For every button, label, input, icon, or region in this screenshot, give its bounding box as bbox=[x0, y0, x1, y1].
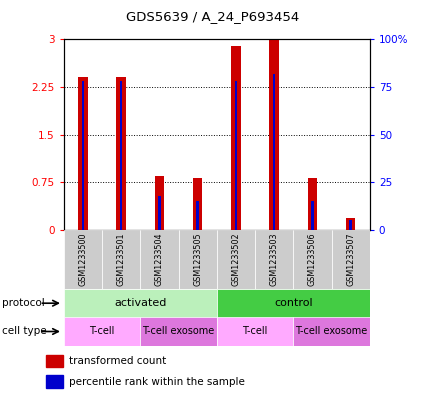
Bar bbox=[64, 289, 217, 318]
Bar bbox=[178, 230, 217, 289]
Bar bbox=[46, 355, 63, 367]
Bar bbox=[349, 220, 352, 230]
Text: GSM1233503: GSM1233503 bbox=[269, 233, 279, 286]
Bar bbox=[193, 178, 202, 230]
Bar bbox=[217, 289, 370, 318]
Text: GSM1233504: GSM1233504 bbox=[155, 233, 164, 286]
Bar bbox=[196, 201, 199, 230]
Text: GSM1233507: GSM1233507 bbox=[346, 233, 355, 286]
Text: transformed count: transformed count bbox=[69, 356, 166, 366]
Bar bbox=[346, 219, 355, 230]
Text: GSM1233502: GSM1233502 bbox=[231, 233, 241, 286]
Text: GSM1233500: GSM1233500 bbox=[78, 233, 88, 286]
Bar bbox=[155, 176, 164, 230]
Bar bbox=[64, 230, 102, 289]
Bar bbox=[217, 317, 293, 346]
Bar bbox=[255, 230, 293, 289]
Bar bbox=[140, 317, 217, 346]
Text: GSM1233506: GSM1233506 bbox=[308, 233, 317, 286]
Text: cell type: cell type bbox=[2, 327, 47, 336]
Bar bbox=[116, 77, 126, 230]
Bar bbox=[293, 230, 332, 289]
Bar bbox=[269, 39, 279, 230]
Text: GSM1233505: GSM1233505 bbox=[193, 233, 202, 286]
Bar bbox=[231, 46, 241, 230]
Bar bbox=[158, 196, 161, 230]
Bar bbox=[46, 375, 63, 388]
Text: percentile rank within the sample: percentile rank within the sample bbox=[69, 376, 244, 387]
Bar bbox=[78, 77, 88, 230]
Bar bbox=[120, 81, 122, 230]
Text: GSM1233501: GSM1233501 bbox=[116, 233, 126, 286]
Text: control: control bbox=[274, 298, 312, 308]
Text: T-cell: T-cell bbox=[89, 327, 115, 336]
Text: T-cell exosome: T-cell exosome bbox=[142, 327, 215, 336]
Bar bbox=[308, 178, 317, 230]
Text: activated: activated bbox=[114, 298, 167, 308]
Bar bbox=[64, 317, 140, 346]
Bar bbox=[273, 73, 275, 230]
Bar bbox=[311, 201, 314, 230]
Bar bbox=[293, 317, 370, 346]
Bar bbox=[235, 81, 237, 230]
Bar bbox=[217, 230, 255, 289]
Bar bbox=[332, 230, 370, 289]
Bar bbox=[102, 230, 140, 289]
Bar bbox=[140, 230, 178, 289]
Text: T-cell exosome: T-cell exosome bbox=[295, 327, 368, 336]
Bar bbox=[82, 81, 84, 230]
Text: T-cell: T-cell bbox=[242, 327, 268, 336]
Text: GDS5639 / A_24_P693454: GDS5639 / A_24_P693454 bbox=[126, 10, 299, 23]
Text: protocol: protocol bbox=[2, 298, 45, 308]
